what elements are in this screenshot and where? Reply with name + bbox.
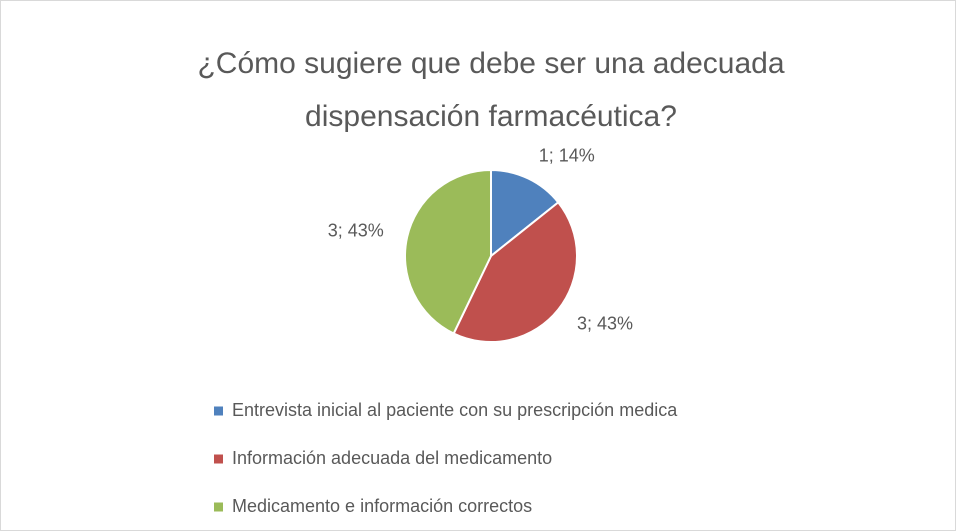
data-label: 3; 43% xyxy=(577,313,633,333)
pie-slice xyxy=(490,168,560,259)
data-label: 1; 14% xyxy=(539,146,595,166)
legend-swatch xyxy=(214,502,223,512)
legend-label: Información adecuada del medicamento xyxy=(232,448,552,468)
chart-title: dispensación farmacéutica? xyxy=(305,100,677,133)
legend-label: Medicamento e información correctos xyxy=(232,496,532,516)
legend-swatch xyxy=(214,406,223,416)
legend-label: Entrevista inicial al paciente con su pr… xyxy=(232,400,678,420)
pie-slice xyxy=(404,168,492,335)
pie-slice xyxy=(452,200,578,343)
chart-title: ¿Cómo sugiere que debe ser una adecuada xyxy=(197,47,784,80)
legend-swatch xyxy=(214,454,223,464)
data-label: 3; 43% xyxy=(328,220,384,240)
